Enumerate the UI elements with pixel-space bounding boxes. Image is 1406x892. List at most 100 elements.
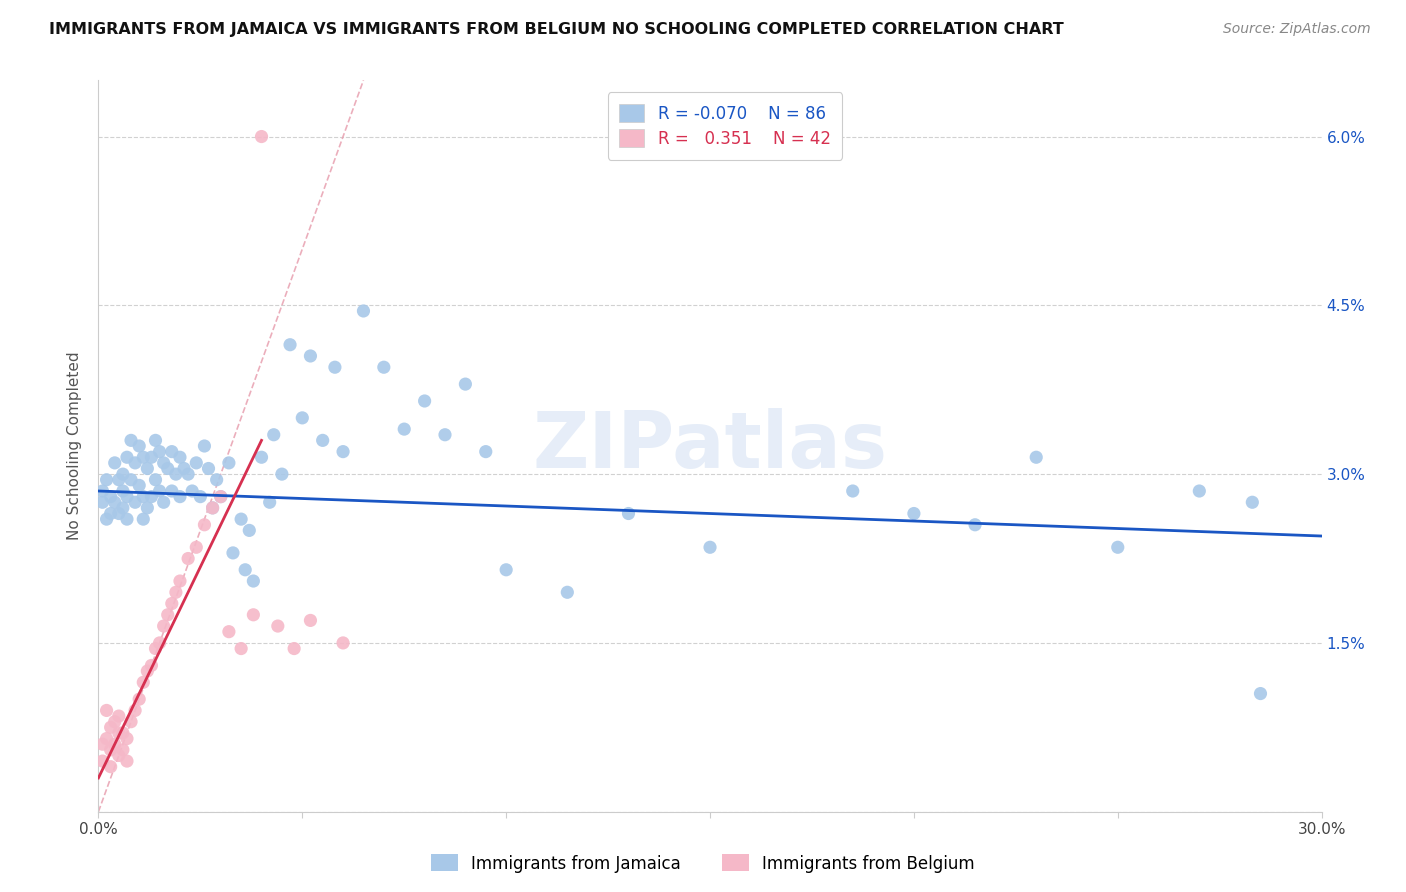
Point xyxy=(1241,495,1264,509)
Point xyxy=(152,495,174,509)
Point xyxy=(136,664,159,678)
Point xyxy=(555,585,579,599)
Point xyxy=(283,641,305,656)
Point xyxy=(267,619,290,633)
Point xyxy=(188,490,212,504)
Point xyxy=(115,731,138,746)
Point xyxy=(1025,450,1047,465)
Point xyxy=(149,444,172,458)
Point xyxy=(259,495,281,509)
Point xyxy=(111,743,134,757)
Point xyxy=(197,461,219,475)
Point xyxy=(169,574,191,588)
Legend: Immigrants from Jamaica, Immigrants from Belgium: Immigrants from Jamaica, Immigrants from… xyxy=(425,847,981,880)
Point xyxy=(104,714,127,729)
Point xyxy=(238,524,260,538)
Point xyxy=(104,495,127,509)
Point xyxy=(132,675,155,690)
Point xyxy=(100,720,122,734)
Point xyxy=(218,624,240,639)
Point xyxy=(136,461,159,475)
Point xyxy=(141,450,163,465)
Point xyxy=(177,551,200,566)
Point xyxy=(160,483,183,498)
Point xyxy=(201,500,224,515)
Point xyxy=(495,563,517,577)
Text: IMMIGRANTS FROM JAMAICA VS IMMIGRANTS FROM BELGIUM NO SCHOOLING COMPLETED CORREL: IMMIGRANTS FROM JAMAICA VS IMMIGRANTS FR… xyxy=(49,22,1064,37)
Legend: R = -0.070    N = 86, R =   0.351    N = 42: R = -0.070 N = 86, R = 0.351 N = 42 xyxy=(607,92,842,160)
Point xyxy=(91,483,114,498)
Point xyxy=(141,490,163,504)
Point xyxy=(145,473,167,487)
Point xyxy=(231,641,253,656)
Point xyxy=(242,607,264,622)
Point xyxy=(193,439,215,453)
Point xyxy=(181,483,204,498)
Point xyxy=(209,490,232,504)
Point xyxy=(233,563,256,577)
Point xyxy=(617,507,640,521)
Point xyxy=(136,500,159,515)
Point xyxy=(124,495,146,509)
Point xyxy=(841,483,863,498)
Point xyxy=(205,473,228,487)
Point xyxy=(373,360,395,375)
Point xyxy=(965,517,987,532)
Point xyxy=(1249,687,1271,701)
Point xyxy=(111,467,134,482)
Point xyxy=(169,490,191,504)
Point xyxy=(128,478,150,492)
Point xyxy=(201,500,224,515)
Point xyxy=(104,456,127,470)
Point xyxy=(108,748,131,763)
Point xyxy=(115,490,138,504)
Point xyxy=(222,546,245,560)
Point xyxy=(132,490,155,504)
Point xyxy=(120,434,142,448)
Point xyxy=(100,490,122,504)
Point xyxy=(312,434,335,448)
Point xyxy=(91,737,114,751)
Point xyxy=(332,636,354,650)
Point xyxy=(474,444,498,458)
Point xyxy=(352,304,374,318)
Text: Source: ZipAtlas.com: Source: ZipAtlas.com xyxy=(1223,22,1371,37)
Point xyxy=(100,507,122,521)
Point xyxy=(96,703,118,717)
Point xyxy=(108,507,131,521)
Point xyxy=(413,394,436,409)
Point xyxy=(124,456,146,470)
Point xyxy=(149,636,172,650)
Point xyxy=(160,444,183,458)
Point xyxy=(270,467,294,482)
Point xyxy=(156,607,179,622)
Point xyxy=(173,461,195,475)
Point xyxy=(152,619,174,633)
Point xyxy=(128,439,150,453)
Point xyxy=(124,703,146,717)
Point xyxy=(231,512,253,526)
Point xyxy=(263,427,285,442)
Point xyxy=(145,434,167,448)
Point xyxy=(291,410,314,425)
Text: ZIPatlas: ZIPatlas xyxy=(533,408,887,484)
Point xyxy=(242,574,264,588)
Point xyxy=(434,427,457,442)
Point xyxy=(209,490,232,504)
Point xyxy=(96,512,118,526)
Point xyxy=(141,658,163,673)
Point xyxy=(1107,541,1129,555)
Point xyxy=(165,585,187,599)
Point xyxy=(108,709,131,723)
Point xyxy=(186,541,208,555)
Point xyxy=(152,456,174,470)
Point xyxy=(165,467,187,482)
Point xyxy=(250,129,273,144)
Point xyxy=(1188,483,1211,498)
Point xyxy=(91,754,114,768)
Y-axis label: No Schooling Completed: No Schooling Completed xyxy=(67,351,83,541)
Point xyxy=(91,495,114,509)
Point xyxy=(218,456,240,470)
Point xyxy=(104,737,127,751)
Point xyxy=(111,500,134,515)
